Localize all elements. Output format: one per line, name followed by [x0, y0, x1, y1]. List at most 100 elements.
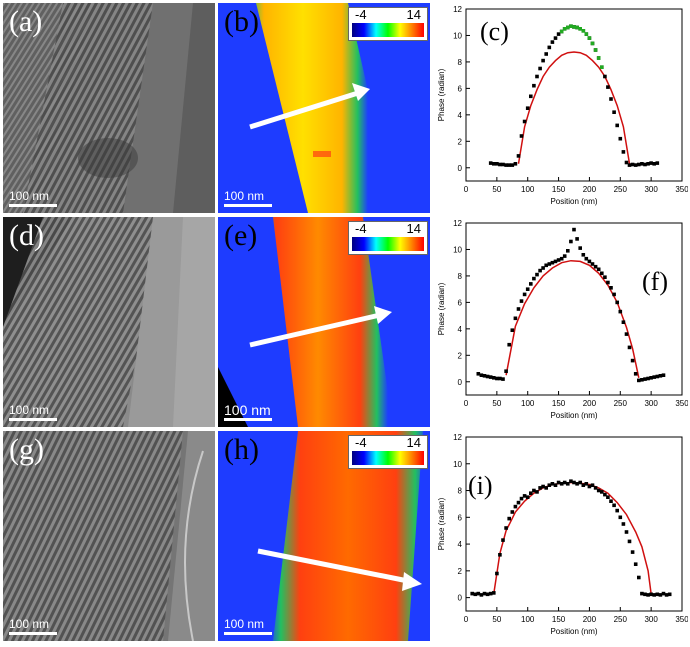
measured-phase-point	[479, 373, 484, 377]
x-tick-label: 250	[614, 615, 628, 624]
measured-phase-point	[498, 553, 502, 557]
y-tick-label: 10	[453, 245, 462, 254]
phase-map-h: (h) -4 14 100 nm	[218, 431, 430, 641]
measured-phase-point	[485, 374, 490, 379]
scale-bar: 100 nm	[9, 190, 57, 207]
measured-phase-point	[649, 161, 653, 165]
x-tick-label: 300	[644, 615, 658, 624]
x-tick-label: 300	[644, 185, 658, 194]
tem-image-d: (d) 100 nm	[3, 217, 215, 427]
measured-phase-point	[556, 258, 561, 262]
measured-phase-point	[519, 299, 524, 303]
scale-bar: 100 nm	[224, 402, 272, 421]
colorbar: -4 14	[348, 7, 428, 41]
measured-phase-point	[600, 271, 604, 276]
panel-label: (b)	[224, 5, 259, 38]
measured-phase-point	[488, 375, 493, 379]
measured-phase-point	[495, 571, 499, 576]
measured-phase-point	[492, 591, 496, 595]
excess-phase-point	[584, 32, 589, 36]
x-tick-label: 250	[614, 185, 628, 194]
measured-phase-point	[652, 162, 656, 166]
measured-phase-point	[501, 377, 505, 381]
measured-phase-point	[596, 267, 601, 272]
measured-phase-point	[637, 378, 641, 383]
measured-phase-point	[516, 307, 521, 311]
measured-phase-point	[488, 591, 493, 596]
measured-phase-point	[485, 592, 490, 597]
measured-phase-point	[529, 282, 533, 286]
measured-phase-point	[643, 592, 647, 597]
measured-phase-point	[643, 377, 647, 381]
colorbar: -4 14	[348, 435, 428, 469]
measured-phase-point	[606, 495, 610, 499]
measured-phase-point	[535, 490, 539, 494]
scale-bar-line	[9, 204, 57, 207]
measured-phase-point	[550, 260, 555, 265]
measured-phase-point	[609, 286, 613, 290]
measured-phase-point	[655, 592, 660, 597]
excess-phase-point	[593, 48, 598, 52]
y-axis-label: Phase (radian)	[437, 68, 446, 121]
x-tick-label: 350	[675, 399, 688, 408]
measured-phase-point	[652, 593, 656, 597]
measured-phase-point	[525, 495, 530, 499]
measured-phase-point	[603, 275, 607, 279]
measured-phase-point	[618, 136, 623, 141]
x-tick-label: 50	[492, 615, 501, 624]
measured-phase-point	[473, 592, 478, 597]
y-tick-label: 12	[453, 5, 462, 14]
y-tick-label: 8	[458, 487, 463, 496]
measured-phase-point	[633, 163, 638, 167]
measured-phase-point	[587, 259, 592, 264]
measured-phase-point	[522, 494, 527, 498]
tem-image-g: (g) 100 nm	[3, 431, 215, 641]
measured-phase-point	[609, 499, 613, 503]
scale-bar-line	[9, 632, 57, 635]
measured-phase-point	[603, 492, 607, 497]
measured-phase-point	[590, 483, 595, 487]
measured-phase-point	[593, 264, 598, 269]
measured-phase-point	[593, 486, 598, 490]
measured-phase-point	[661, 373, 666, 377]
measured-phase-point	[637, 575, 641, 580]
tem-image-a: (a) 100 nm	[3, 3, 215, 213]
scale-bar: 100 nm	[9, 404, 57, 421]
measured-phase-point	[529, 94, 533, 99]
measured-phase-point	[615, 300, 619, 305]
colorbar-gradient	[352, 23, 424, 37]
y-tick-label: 10	[453, 460, 462, 469]
x-tick-label: 50	[492, 399, 501, 408]
x-tick-label: 250	[614, 399, 628, 408]
measured-phase-point	[627, 163, 632, 167]
measured-phase-point	[482, 591, 487, 596]
measured-phase-point	[547, 262, 552, 266]
measured-phase-point	[606, 85, 610, 89]
measured-phase-point	[498, 376, 502, 381]
y-tick-label: 8	[458, 272, 463, 281]
measured-phase-point	[535, 272, 539, 277]
colorbar-min: -4	[355, 435, 367, 450]
y-tick-label: 12	[453, 433, 462, 442]
scale-bar-line	[9, 418, 57, 421]
measured-phase-point	[513, 504, 518, 509]
measured-phase-point	[581, 253, 586, 257]
measured-phase-point	[532, 83, 536, 88]
measured-phase-point	[507, 342, 511, 347]
x-tick-label: 100	[521, 185, 535, 194]
scale-bar-text: 100 nm	[224, 402, 271, 418]
measured-phase-point	[538, 486, 542, 490]
plot-frame	[465, 8, 683, 182]
excess-phase-point	[572, 25, 576, 29]
measured-phase-point	[529, 491, 533, 495]
measured-phase-point	[667, 592, 672, 597]
measured-phase-point	[510, 510, 515, 514]
panel-label: (i)	[468, 471, 493, 500]
x-tick-label: 0	[464, 185, 469, 194]
x-axis-label: Position (nm)	[550, 411, 597, 420]
measured-phase-point	[541, 58, 545, 63]
measured-phase-point	[655, 374, 660, 379]
y-tick-label: 8	[458, 58, 463, 67]
measured-phase-point	[603, 74, 607, 79]
measured-phase-point	[590, 262, 595, 266]
